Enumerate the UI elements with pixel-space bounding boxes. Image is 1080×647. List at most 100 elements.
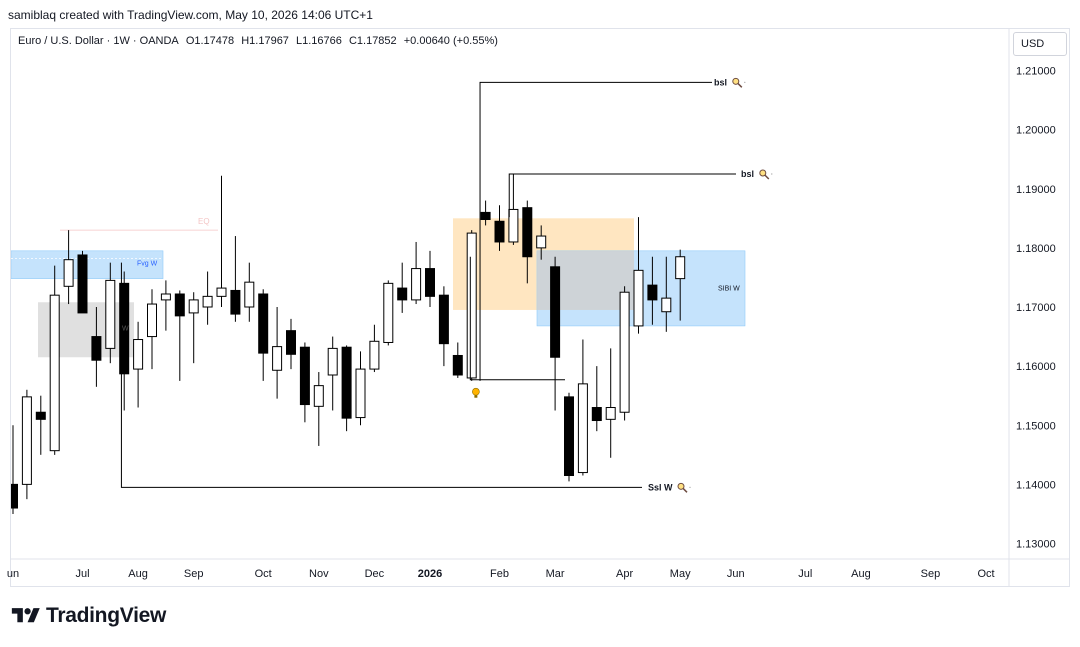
magnifier-lens: [677, 482, 685, 490]
candle-body: [355, 368, 366, 419]
candle-body: [105, 279, 116, 349]
magnifier-icon: [732, 77, 743, 88]
candle-body: [216, 287, 227, 297]
x-tick-label: Dec: [365, 568, 385, 580]
y-tick-label: 1.20000: [1016, 125, 1056, 137]
y-tick-label: 1.13000: [1016, 539, 1056, 551]
candle-body: [675, 256, 686, 280]
breaker-label: W: [122, 326, 129, 333]
ssl-label: Ssl W: [648, 482, 673, 492]
candle-body: [11, 483, 18, 509]
chart-frame: [10, 28, 1070, 587]
x-tick-label: Aug: [128, 568, 148, 580]
candle-body: [577, 383, 588, 474]
candle-body: [119, 282, 130, 375]
candle-body: [397, 287, 408, 301]
y-tick-label: 1.14000: [1016, 479, 1056, 491]
price-chart[interactable]: 1.21000 1.20000 1.19000 1.18000 1.17000 1.160…: [0, 0, 1080, 600]
candle-body: [147, 303, 157, 338]
legend-open: O1.17478: [185, 35, 235, 47]
symbol-legend: Euro / U.S. Dollar · 1W · OANDA O1.17478…: [18, 35, 502, 47]
candle-body: [21, 396, 32, 485]
candle-body: [258, 293, 269, 354]
symbol-title[interactable]: Euro / U.S. Dollar · 1W · OANDA: [18, 35, 179, 47]
x-tick-label: 2026: [418, 568, 442, 580]
bsl-label-high: bsl: [714, 77, 727, 87]
chart-caption: samiblaq created with TradingView.com, M…: [8, 8, 373, 22]
x-tick-label: Jul: [75, 568, 89, 580]
candle-body: [452, 354, 463, 376]
y-tick-label: 1.21000: [1016, 66, 1056, 78]
candle-body: [438, 294, 449, 345]
brand-name: TradingView: [46, 604, 167, 627]
candle-body: [550, 266, 561, 358]
x-tick-label: Jun: [727, 568, 745, 580]
candle-body: [49, 294, 60, 452]
magnifier-handle: [682, 487, 688, 493]
candle-body: [174, 293, 185, 317]
candle-body: [244, 281, 255, 308]
legend-change: +0.00640 (+0.55%): [403, 35, 498, 47]
tradingview-logo-icon: [11, 608, 40, 623]
candle-body: [299, 346, 310, 406]
x-tick-label: May: [670, 568, 691, 580]
bsl-line-high: [479, 81, 712, 381]
candle-body: [202, 295, 213, 308]
fvg-label: Fvg W: [137, 261, 158, 268]
magnifier-handle: [764, 174, 770, 180]
candle-body: [369, 340, 380, 370]
legend-high: H1.17967: [241, 35, 289, 47]
candle-body: [508, 208, 519, 243]
legend-low: L1.16766: [296, 35, 342, 47]
magnifier-icon: [759, 169, 770, 180]
candle-body: [647, 284, 658, 301]
currency-selector[interactable]: USD: [1013, 32, 1067, 56]
candle-body: [286, 330, 296, 355]
candle-body: [77, 254, 88, 314]
bsl-label-low: bsl: [741, 169, 754, 179]
eq-label: EQ: [198, 217, 210, 226]
candle-body: [63, 259, 74, 287]
bulb-glass: [472, 387, 480, 396]
magnifier-handle: [737, 82, 743, 88]
x-tick-label: Jul: [798, 568, 812, 580]
x-tick-label: Oct: [977, 568, 994, 580]
y-tick-label: 1.16000: [1016, 361, 1056, 373]
x-tick-label: un: [7, 568, 19, 580]
inner-structure-line: [469, 256, 565, 381]
candle-body: [133, 339, 144, 370]
x-tick-label: Sep: [921, 568, 941, 580]
x-tick-label: Mar: [546, 568, 565, 580]
candle-body: [591, 407, 602, 422]
candle-body: [480, 211, 491, 220]
magnifier-lens: [732, 77, 740, 85]
candle-body: [313, 385, 324, 407]
x-tick-label: Oct: [255, 568, 272, 580]
y-tick-label: 1.19000: [1016, 184, 1056, 196]
x-tick-label: Nov: [309, 568, 329, 580]
candle-body: [494, 220, 505, 243]
y-tick-label: 1.18000: [1016, 243, 1056, 255]
lightbulb-icon: [472, 387, 480, 398]
candle-body: [383, 282, 394, 343]
candle-body: [619, 291, 630, 413]
bsl-line-low: [508, 173, 736, 218]
sibi-label: SIBI W: [718, 285, 740, 292]
label-dot: [744, 81, 746, 83]
candle-body: [425, 268, 435, 297]
x-tick-label: Feb: [490, 568, 509, 580]
label-dot: [771, 173, 773, 175]
candle-body: [35, 411, 46, 420]
candle-body: [230, 289, 241, 315]
candle-body: [327, 347, 338, 376]
y-tick-label: 1.15000: [1016, 420, 1056, 432]
magnifier-icon: [677, 482, 688, 493]
tradingview-brand: TradingView: [10, 604, 166, 628]
candle-body: [160, 293, 171, 301]
label-dot: [689, 486, 691, 488]
candle-body: [411, 268, 422, 301]
candle-body: [272, 346, 283, 371]
candle-body: [605, 407, 616, 420]
x-tick-label: Sep: [184, 568, 204, 580]
